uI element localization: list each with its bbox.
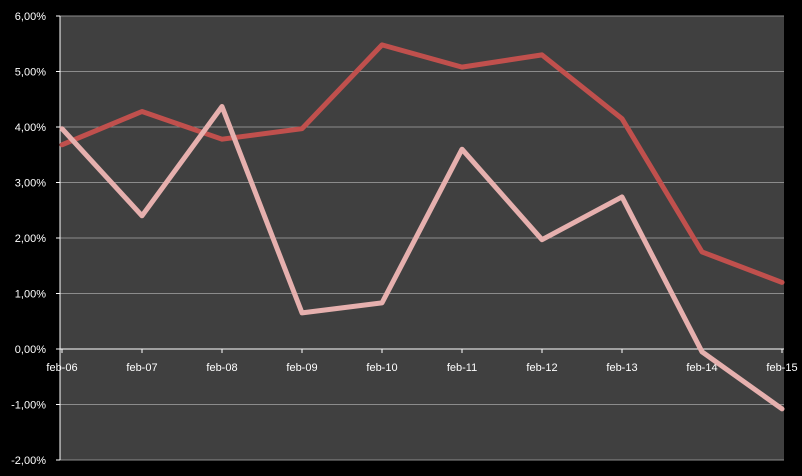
x-tick-label: feb-06 <box>46 362 77 374</box>
y-tick-label: 5,00% <box>15 67 46 79</box>
y-tick-label: 6,00% <box>15 11 46 23</box>
y-tick-label: 4,00% <box>15 122 46 134</box>
x-tick-label: feb-10 <box>366 362 397 374</box>
x-tick-label: feb-12 <box>526 362 557 374</box>
y-tick-label: 1,00% <box>15 289 46 301</box>
y-axis-ticks: -2,00% -1,00% 0,00% 1,00% 2,00% 3,00% 4,00% 5,0… <box>11 11 60 467</box>
y-tick-label: -1,00% <box>11 400 46 412</box>
x-tick-label: feb-11 <box>447 362 477 374</box>
x-tick-label: feb-09 <box>286 362 317 374</box>
y-tick-label: 3,00% <box>15 178 46 190</box>
y-tick-label: -2,00% <box>11 455 46 467</box>
x-tick-label: feb-08 <box>206 362 237 374</box>
x-tick-label: feb-14 <box>686 362 717 374</box>
x-tick-label: feb-13 <box>606 362 637 374</box>
x-tick-label: feb-07 <box>126 362 157 374</box>
series-line-2 <box>59 104 785 412</box>
y-tick-label: 2,00% <box>15 233 46 245</box>
series-line-1 <box>59 42 785 285</box>
x-axis-ticks: feb-06 feb-07 feb-08 feb-09 feb-10 feb-11 feb-… <box>46 349 798 374</box>
y-tick-label: 0,00% <box>15 344 46 356</box>
x-tick-label: feb-15 <box>766 362 797 374</box>
series-lines <box>59 42 785 412</box>
